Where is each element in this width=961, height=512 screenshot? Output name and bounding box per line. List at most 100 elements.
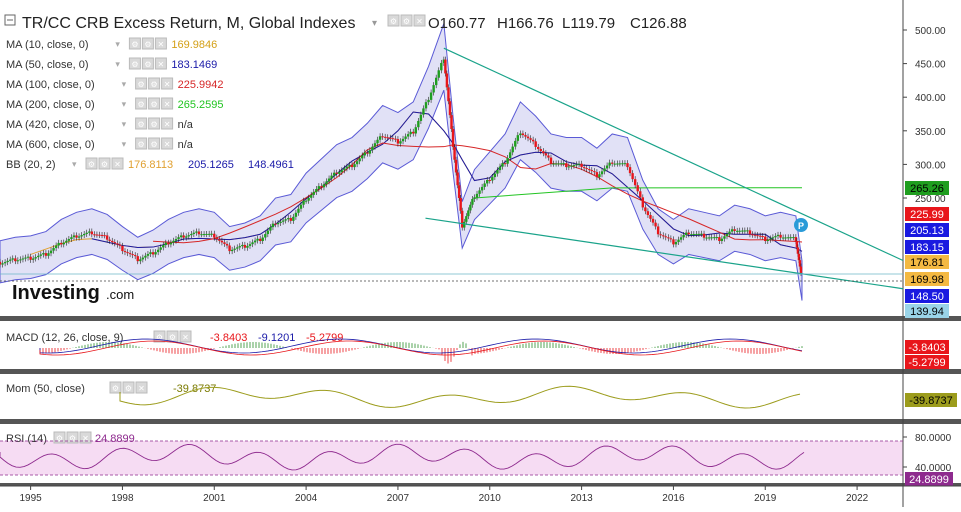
candle [389,137,392,139]
candle [396,139,400,144]
indicator-settings-icon[interactable] [148,117,161,130]
candle [471,199,474,205]
indicator-settings-icon[interactable] [148,77,161,90]
candle [322,184,326,188]
indicator-settings-icon[interactable] [141,37,154,50]
mom-close-icon[interactable] [135,381,148,394]
rsi-settings-icon[interactable] [66,431,79,444]
time-tick-label: 2013 [570,493,593,504]
rsi-close-icon[interactable] [79,431,92,444]
candle [478,190,481,194]
macd-gear-icon[interactable] [153,330,166,343]
indicator-close-icon[interactable] [154,57,167,70]
indicator-dropdown-icon[interactable]: ▾ [122,79,127,89]
trendline-upper[interactable] [443,47,904,262]
time-tick-label: 2019 [754,493,777,504]
candle [325,181,328,185]
candle [394,138,397,140]
candle [480,186,484,191]
indicator-dropdown-icon[interactable]: ▾ [72,159,77,169]
candle [358,158,361,162]
candle [281,220,285,222]
candle [6,260,9,263]
header-gear-icon[interactable] [387,14,400,27]
candle [641,197,645,208]
candle [432,85,435,93]
price-tick-label: 400.00 [915,93,946,104]
candle [442,59,446,63]
rsi-tick-label: 40.0000 [915,463,952,474]
ohlc-l: L119.79 [562,15,615,32]
rsi-value: 24.8899 [95,433,135,445]
candle [317,186,321,190]
candle [136,256,139,262]
indicator-close-icon[interactable] [154,37,167,50]
candle [93,234,96,236]
indicator-close-icon[interactable] [161,77,174,90]
candle [488,179,491,181]
candle [200,234,203,236]
indicator-dropdown-icon[interactable]: ▾ [122,139,127,149]
indicator-gear-icon[interactable] [135,117,148,130]
indicator-settings-icon[interactable] [148,97,161,110]
candle [725,233,729,237]
candle [672,239,675,245]
indicator-close-icon[interactable] [161,97,174,110]
price-tag-label: 148.50 [910,291,944,303]
indicator-settings-icon[interactable] [141,57,154,70]
indicator-gear-icon[interactable] [85,157,98,170]
price-tag [905,240,949,254]
candle [417,120,420,128]
panel-separator [0,419,961,424]
candle [690,234,693,236]
indicator-dropdown-icon[interactable]: ▾ [122,99,127,109]
header-close-icon[interactable] [413,14,426,27]
candle [297,208,300,213]
indicator-dropdown-icon[interactable]: ▾ [115,59,120,69]
event-marker[interactable] [794,218,808,232]
price-tag-label: 169.98 [910,274,944,286]
indicator-gear-icon[interactable] [128,37,141,50]
candle [741,230,744,232]
macd-close-icon[interactable] [179,330,192,343]
indicator-settings-icon[interactable] [148,137,161,150]
indicator-dropdown-icon[interactable]: ▾ [115,39,120,49]
candle [70,237,73,239]
indicator-gear-glyph: ⚙ [131,40,138,49]
indicator-gear-icon[interactable] [135,77,148,90]
candle [225,243,229,246]
indicator-gear-icon[interactable] [128,57,141,70]
candle [164,242,168,246]
indicator-close-icon[interactable] [161,137,174,150]
candle [613,163,616,165]
rsi-gear-icon[interactable] [53,431,66,444]
collapse-icon[interactable] [4,14,16,26]
indicator-dropdown-icon[interactable]: ▾ [122,119,127,129]
indicator-settings-icon[interactable] [98,157,111,170]
candle [315,189,318,192]
candle [677,239,680,243]
header-settings-icon[interactable] [400,14,413,27]
indicator-close-icon[interactable] [111,157,124,170]
candle [21,258,25,260]
candle [498,166,502,171]
candle [62,242,65,245]
indicator-gear-icon[interactable] [135,97,148,110]
time-tick-label: 1995 [19,493,42,504]
panel-separator [0,369,961,374]
trendline-lower[interactable] [425,217,904,290]
mom-tag [905,393,957,407]
candle [595,172,599,178]
candle [49,250,53,254]
candle [542,151,545,154]
indicator-close-icon[interactable] [161,117,174,130]
symbol-dropdown-icon[interactable]: ▾ [372,18,377,29]
mom-settings-icon[interactable] [122,381,135,394]
indicator-label: BB (20, 2) [6,159,56,171]
indicator-gear-icon[interactable] [135,137,148,150]
candle [459,198,462,211]
candle [554,163,558,165]
candle [557,163,560,165]
mom-gear-icon[interactable] [109,381,122,394]
